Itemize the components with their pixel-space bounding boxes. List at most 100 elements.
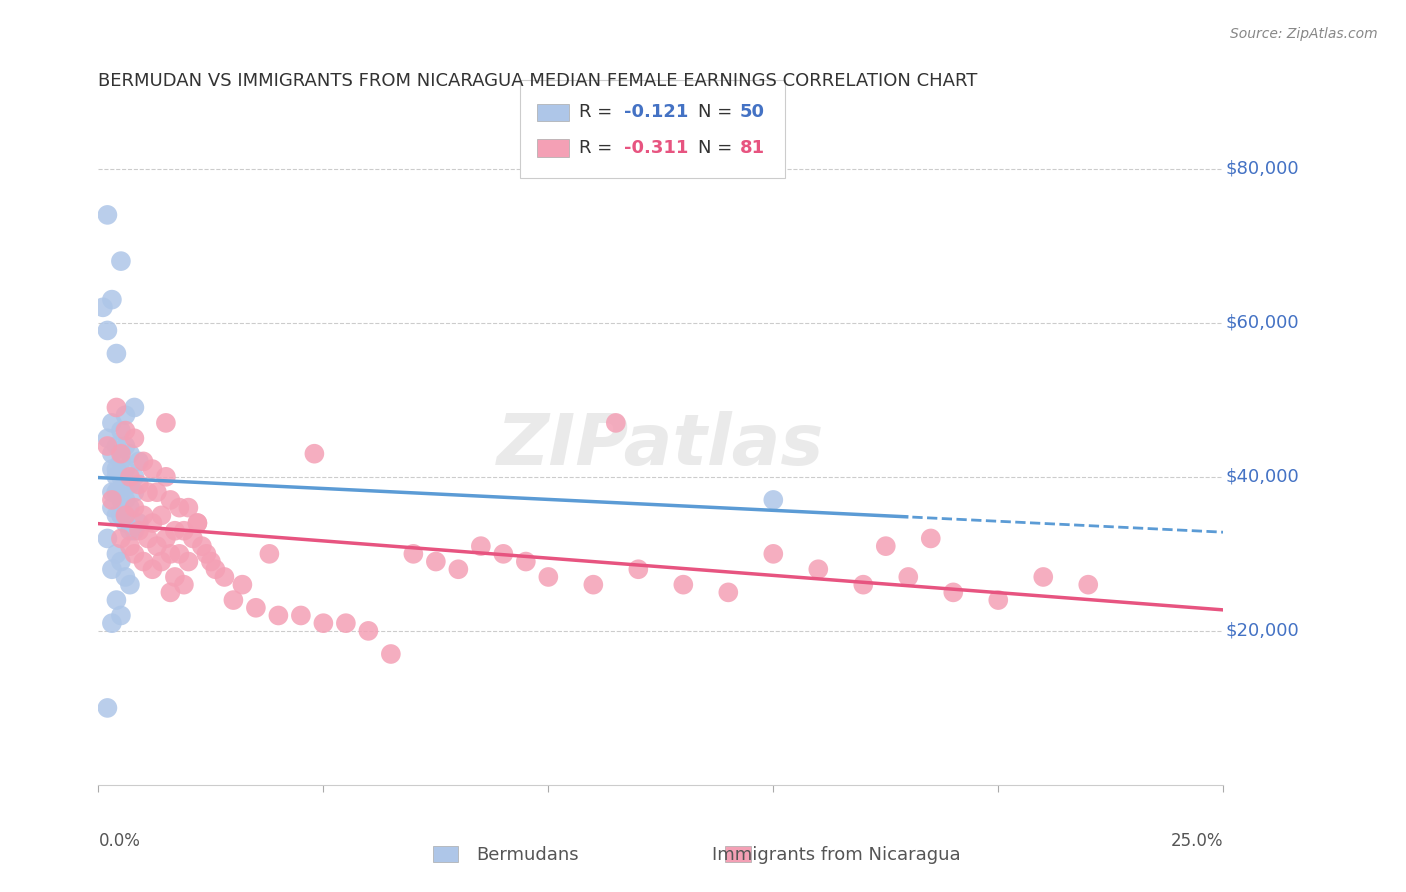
Point	[672, 577, 695, 591]
Point	[96, 532, 118, 546]
Point	[114, 477, 136, 491]
Point	[118, 524, 141, 538]
FancyBboxPatch shape	[537, 103, 568, 121]
Point	[852, 577, 875, 591]
Point	[186, 516, 208, 530]
Point	[136, 485, 159, 500]
Point	[105, 593, 128, 607]
Point	[101, 616, 124, 631]
Point	[128, 454, 150, 468]
Point	[114, 508, 136, 523]
Point	[259, 547, 281, 561]
Point	[128, 477, 150, 491]
Point	[114, 408, 136, 422]
Text: $20,000: $20,000	[1226, 622, 1299, 640]
Point	[492, 547, 515, 561]
Point	[920, 532, 942, 546]
Point	[128, 516, 150, 530]
Point	[627, 562, 650, 576]
Point	[124, 470, 146, 484]
Text: 81: 81	[740, 139, 765, 157]
Point	[186, 516, 208, 530]
Point	[231, 577, 253, 591]
Point	[91, 301, 114, 315]
Point	[155, 470, 177, 484]
Point	[146, 485, 169, 500]
Point	[173, 577, 195, 591]
Point	[101, 500, 124, 515]
Point	[101, 462, 124, 476]
Point	[96, 208, 118, 222]
Point	[380, 647, 402, 661]
Point	[101, 447, 124, 461]
Point	[200, 555, 222, 569]
Text: BERMUDAN VS IMMIGRANTS FROM NICARAGUA MEDIAN FEMALE EARNINGS CORRELATION CHART: BERMUDAN VS IMMIGRANTS FROM NICARAGUA ME…	[98, 72, 977, 90]
Point	[155, 532, 177, 546]
Point	[114, 439, 136, 453]
Point	[150, 555, 173, 569]
Text: -0.311: -0.311	[624, 139, 688, 157]
Point	[124, 547, 146, 561]
Point	[1032, 570, 1054, 584]
Point	[110, 555, 132, 569]
Point	[105, 346, 128, 360]
Point	[214, 570, 236, 584]
Point	[191, 539, 214, 553]
Point	[875, 539, 897, 553]
Point	[118, 577, 141, 591]
FancyBboxPatch shape	[537, 139, 568, 156]
Point	[177, 555, 200, 569]
Point	[105, 470, 128, 484]
Point	[136, 532, 159, 546]
Point	[110, 447, 132, 461]
Point	[110, 470, 132, 484]
Text: 50: 50	[740, 103, 765, 121]
Point	[357, 624, 380, 638]
Point	[169, 547, 191, 561]
Point	[118, 500, 141, 515]
Point	[762, 547, 785, 561]
Point	[402, 547, 425, 561]
Point	[537, 570, 560, 584]
Point	[141, 516, 163, 530]
Point	[118, 470, 141, 484]
Point	[807, 562, 830, 576]
Point	[101, 492, 124, 507]
Point	[222, 593, 245, 607]
Point	[762, 492, 785, 507]
Point	[124, 524, 146, 538]
Point	[96, 701, 118, 715]
Text: $60,000: $60,000	[1226, 314, 1299, 332]
Point	[159, 585, 181, 599]
Text: N =: N =	[697, 103, 738, 121]
Point	[163, 570, 186, 584]
Point	[105, 462, 128, 476]
Point	[897, 570, 920, 584]
Point	[335, 616, 357, 631]
Point	[110, 424, 132, 438]
Point	[114, 462, 136, 476]
Point	[163, 524, 186, 538]
Point	[101, 562, 124, 576]
Point	[159, 492, 181, 507]
Point	[101, 293, 124, 307]
Point	[150, 508, 173, 523]
Point	[124, 485, 146, 500]
Text: -0.121: -0.121	[624, 103, 688, 121]
Point	[195, 547, 218, 561]
Point	[141, 562, 163, 576]
Point	[105, 508, 128, 523]
Point	[110, 608, 132, 623]
Point	[124, 500, 146, 515]
Point	[118, 447, 141, 461]
Text: Source: ZipAtlas.com: Source: ZipAtlas.com	[1230, 27, 1378, 41]
Point	[942, 585, 965, 599]
Point	[118, 539, 141, 553]
Point	[124, 431, 146, 445]
Point	[582, 577, 605, 591]
Point	[105, 547, 128, 561]
Point	[146, 539, 169, 553]
Text: 0.0%: 0.0%	[98, 832, 141, 850]
Point	[110, 532, 132, 546]
Text: $40,000: $40,000	[1226, 467, 1299, 486]
